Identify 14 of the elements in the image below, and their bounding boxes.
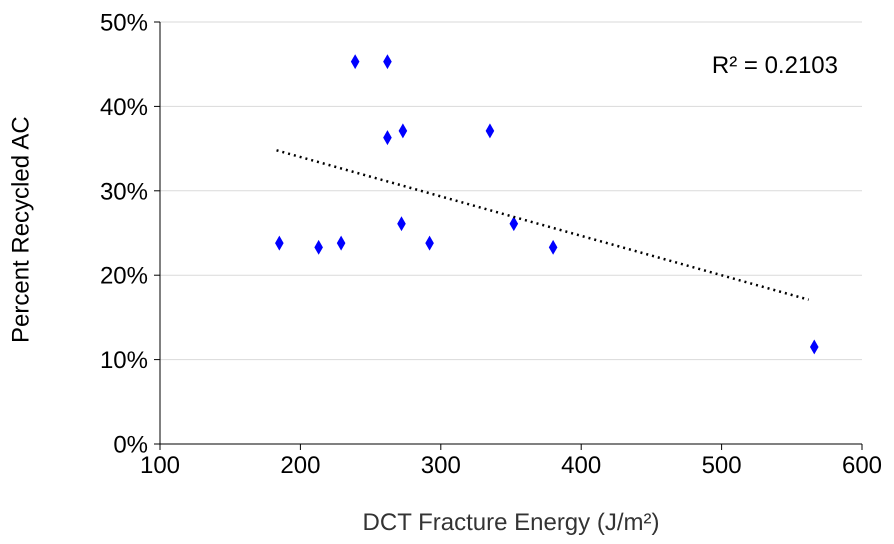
x-tick-label: 200 xyxy=(280,452,320,480)
x-tick-label: 400 xyxy=(561,452,602,480)
x-tick-label: 500 xyxy=(702,452,742,480)
x-axis-title: DCT Fracture Energy (J/m²) xyxy=(362,509,660,536)
y-tick-label: 40% xyxy=(100,94,148,121)
x-tick-label: 100 xyxy=(140,452,180,480)
y-tick-label: 10% xyxy=(100,347,148,374)
x-tick-label: 600 xyxy=(842,452,882,480)
y-tick-label: 50% xyxy=(100,10,148,37)
y-tick-label: 20% xyxy=(100,262,148,290)
y-tick-label: 30% xyxy=(100,178,148,206)
y-axis-title: Percent Recycled AC xyxy=(8,116,35,343)
x-tick-label: 300 xyxy=(420,452,461,480)
annotation: R² = 0.2103 xyxy=(712,52,838,80)
